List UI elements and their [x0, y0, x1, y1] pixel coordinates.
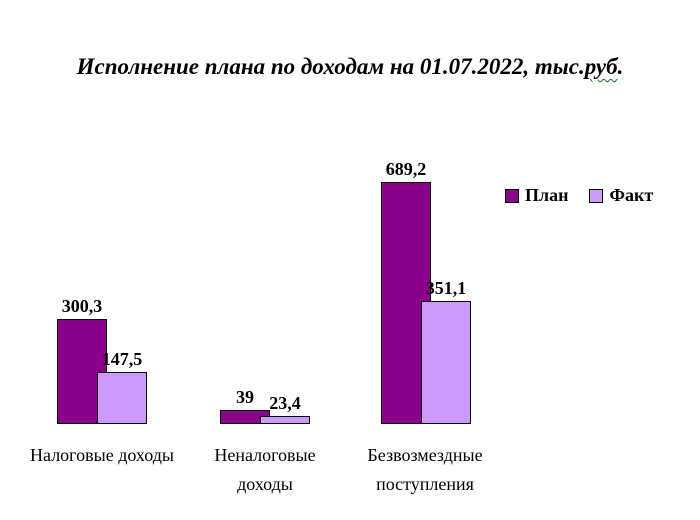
fact-bar [97, 372, 147, 424]
plan-bar-value-label: 689,2 [385, 159, 427, 179]
fact-bar-value-label: 147,5 [101, 349, 143, 369]
plan-bar-value-label: 39 [236, 387, 254, 407]
category-label: Налоговые доходы [30, 445, 174, 465]
chart-title-text: Исполнение плана по доходам на 01.07.202… [76, 54, 585, 79]
chart-title: Исполнение плана по доходам на 01.07.202… [0, 52, 700, 82]
chart-title-period: . [617, 54, 624, 79]
fact-bar [260, 416, 310, 424]
fact-swatch-icon [589, 188, 604, 203]
legend-label-plan: План [525, 185, 569, 205]
category-label: Неналоговые доходы [214, 445, 316, 494]
fact-bar [421, 301, 471, 424]
plan-bar [57, 319, 107, 424]
legend: План Факт [505, 185, 653, 206]
fact-bar-value-label: 23,4 [269, 393, 301, 413]
category-label: Безвозмездные поступления [367, 445, 483, 494]
fact-bar-value-label: 351,1 [425, 278, 467, 298]
chart-title-spellcheck-word: руб [584, 54, 618, 79]
legend-item-fact: Факт [589, 185, 653, 206]
legend-label-fact: Факт [609, 185, 654, 205]
legend-item-plan: План [505, 185, 568, 206]
plan-bar-value-label: 300,3 [61, 296, 103, 316]
plan-swatch-icon [505, 188, 519, 203]
